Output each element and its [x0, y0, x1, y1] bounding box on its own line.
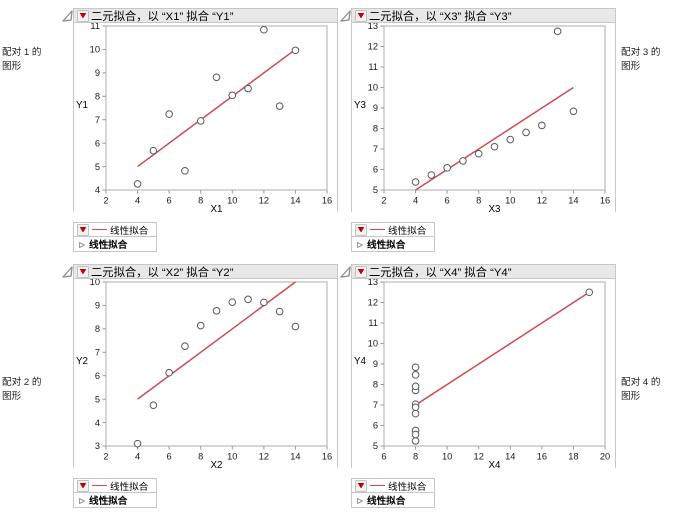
svg-text:4: 4: [95, 185, 100, 195]
svg-text:6: 6: [373, 165, 378, 175]
svg-text:5: 5: [95, 394, 100, 404]
svg-text:10: 10: [227, 196, 237, 206]
svg-text:9: 9: [95, 68, 100, 78]
svg-text:6: 6: [167, 452, 172, 462]
svg-text:7: 7: [373, 144, 378, 154]
svg-text:12: 12: [259, 452, 269, 462]
svg-text:20: 20: [600, 452, 610, 462]
svg-text:6: 6: [373, 421, 378, 431]
svg-text:6: 6: [95, 138, 100, 148]
svg-text:Y2: Y2: [76, 356, 88, 367]
svg-text:12: 12: [368, 42, 378, 52]
svg-text:Y4: Y4: [354, 356, 367, 367]
svg-text:14: 14: [290, 196, 300, 206]
svg-text:2: 2: [103, 196, 108, 206]
svg-text:X3: X3: [489, 204, 502, 212]
svg-text:6: 6: [381, 452, 386, 462]
svg-text:11: 11: [368, 62, 378, 72]
svg-text:8: 8: [198, 452, 203, 462]
svg-text:12: 12: [259, 196, 269, 206]
svg-text:13: 13: [368, 279, 378, 287]
svg-text:8: 8: [95, 324, 100, 334]
svg-text:3: 3: [95, 441, 100, 451]
svg-text:6: 6: [167, 196, 172, 206]
svg-text:12: 12: [537, 196, 547, 206]
svg-text:10: 10: [90, 45, 100, 55]
svg-text:4: 4: [135, 452, 140, 462]
svg-text:7: 7: [373, 400, 378, 410]
svg-text:6: 6: [445, 196, 450, 206]
svg-text:16: 16: [537, 452, 547, 462]
svg-text:X1: X1: [211, 204, 223, 212]
svg-text:11: 11: [368, 318, 378, 328]
svg-text:4: 4: [135, 196, 140, 206]
svg-text:9: 9: [95, 301, 100, 311]
svg-text:8: 8: [373, 380, 378, 390]
svg-text:Y3: Y3: [354, 100, 367, 111]
svg-text:8: 8: [373, 124, 378, 134]
svg-text:12: 12: [368, 298, 378, 308]
svg-text:10: 10: [505, 196, 515, 206]
svg-text:2: 2: [381, 196, 386, 206]
svg-text:9: 9: [373, 359, 378, 369]
svg-text:14: 14: [568, 196, 578, 206]
svg-text:7: 7: [95, 347, 100, 357]
svg-text:X2: X2: [211, 460, 223, 468]
svg-text:10: 10: [227, 452, 237, 462]
svg-text:10: 10: [368, 83, 378, 93]
svg-text:14: 14: [505, 452, 515, 462]
svg-text:13: 13: [368, 23, 378, 31]
svg-text:16: 16: [322, 196, 332, 206]
svg-text:10: 10: [90, 279, 100, 287]
svg-text:8: 8: [95, 91, 100, 101]
svg-text:14: 14: [290, 452, 300, 462]
svg-text:10: 10: [368, 339, 378, 349]
svg-text:7: 7: [95, 115, 100, 125]
svg-text:12: 12: [474, 452, 484, 462]
svg-text:11: 11: [90, 23, 100, 31]
svg-text:16: 16: [322, 452, 332, 462]
svg-text:Y1: Y1: [76, 100, 88, 111]
svg-text:2: 2: [103, 452, 108, 462]
svg-text:9: 9: [373, 103, 378, 113]
svg-text:18: 18: [568, 452, 578, 462]
svg-text:8: 8: [476, 196, 481, 206]
svg-text:4: 4: [95, 418, 100, 428]
svg-text:8: 8: [413, 452, 418, 462]
svg-text:5: 5: [373, 441, 378, 451]
svg-text:16: 16: [600, 196, 610, 206]
svg-text:X4: X4: [489, 460, 502, 468]
svg-text:5: 5: [95, 162, 100, 172]
svg-text:8: 8: [198, 196, 203, 206]
svg-text:4: 4: [413, 196, 418, 206]
svg-text:10: 10: [442, 452, 452, 462]
svg-text:5: 5: [373, 185, 378, 195]
svg-text:6: 6: [95, 371, 100, 381]
